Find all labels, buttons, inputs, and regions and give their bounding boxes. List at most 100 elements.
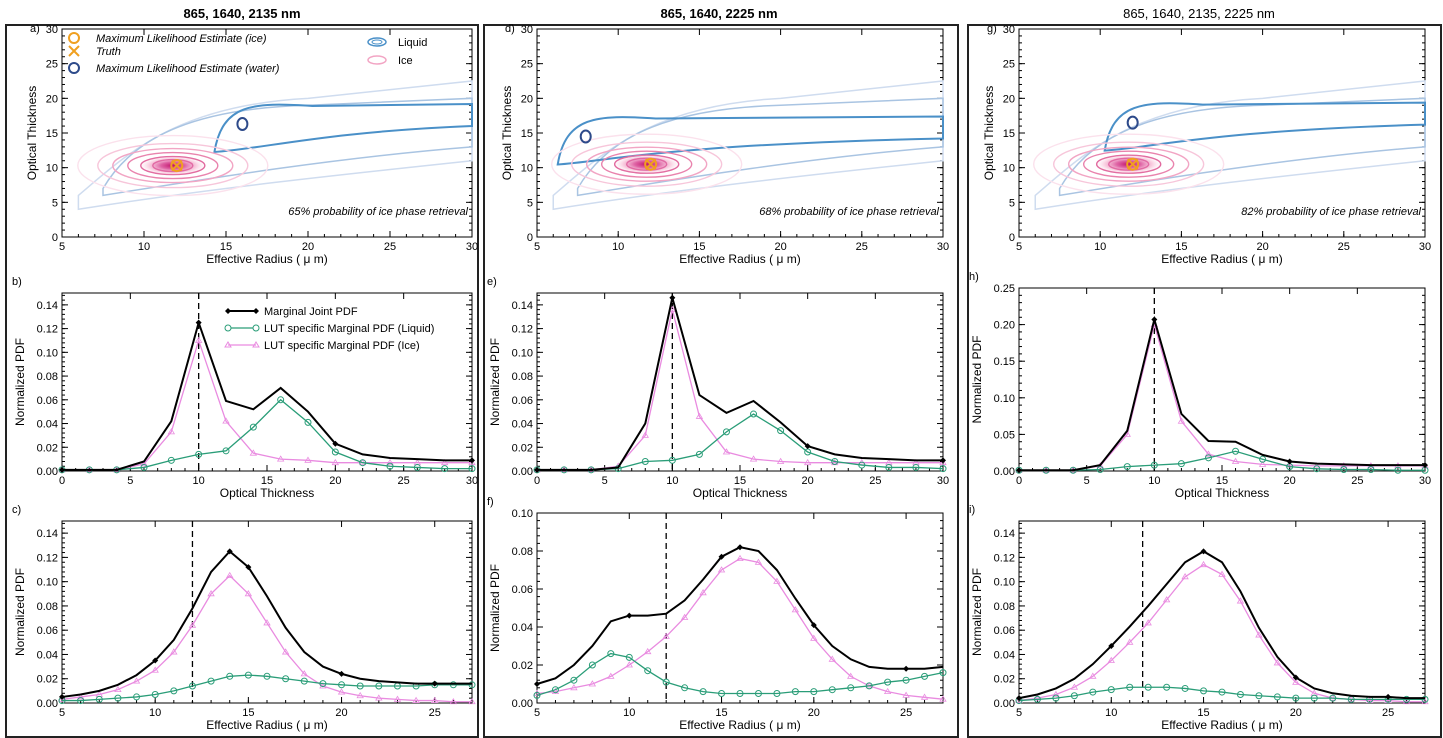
y-tick-label: 0.08 <box>37 601 58 613</box>
liquid-pdf-point <box>662 678 670 686</box>
ice-pdf-point <box>304 456 312 463</box>
y-tick-label: 5 <box>52 197 58 209</box>
ice-pdf-point <box>1236 597 1245 604</box>
ice-contour-0 <box>1032 133 1225 195</box>
x-axis-label: Optical Thickness <box>220 486 314 500</box>
liquid-pdf-line <box>62 398 472 471</box>
y-tick-label: 0.00 <box>37 466 58 478</box>
liquid-pdf-point <box>1232 447 1240 455</box>
x-tick-label: 25 <box>429 707 441 719</box>
panel-label: b) <box>12 276 22 288</box>
y-tick-label: 0.10 <box>37 577 58 589</box>
x-tick-label: 10 <box>149 707 161 719</box>
joint-pdf-point <box>152 657 159 664</box>
ice-pdf-point <box>1181 573 1189 580</box>
joint-pdf-point <box>940 457 946 464</box>
ice-contour-3 <box>1082 150 1175 178</box>
liquid-pdf-point <box>865 682 873 690</box>
ice-pdf-point <box>449 698 458 705</box>
y-tick-label: 0.08 <box>994 601 1015 613</box>
liquid-pdf-line <box>537 413 944 471</box>
liquid-pdf-point <box>133 693 141 701</box>
liquid-pdf-point <box>884 678 892 686</box>
truth-marker <box>171 159 183 172</box>
liquid-pdf-point <box>722 428 730 436</box>
x-tick-label: 15 <box>734 475 746 487</box>
y-tick-label: 15 <box>521 128 533 140</box>
y-tick-label: 5 <box>527 197 533 209</box>
ice-pdf-point <box>249 449 258 456</box>
legend-mle-water-symbol <box>68 62 80 74</box>
y-tick-label: 0.10 <box>994 577 1015 589</box>
liquid-pdf-point <box>331 448 339 456</box>
liquid-pdf-point <box>277 396 285 404</box>
liquid-pdf-point <box>441 465 449 473</box>
x-tick-label: 10 <box>1094 241 1106 253</box>
ice-pdf-point <box>1218 570 1226 577</box>
x-tick-label: 5 <box>1016 707 1022 719</box>
ice-pdf-point <box>939 695 947 702</box>
joint-pdf-point <box>718 553 725 560</box>
ice-pdf-point <box>331 458 340 466</box>
liquid-pdf-point <box>1421 695 1429 703</box>
y-tick-label: 0.12 <box>512 324 533 336</box>
column-frame-3 <box>967 24 1442 738</box>
ice-pdf-point <box>1126 638 1134 645</box>
y-tick-label: 0.08 <box>37 371 58 383</box>
y-tick-label: 0.00 <box>994 466 1015 478</box>
x-tick-label: 5 <box>1084 475 1090 487</box>
joint-pdf-point <box>534 681 540 687</box>
ice-pdf-point <box>263 619 271 626</box>
x-tick-label: 25 <box>869 475 881 487</box>
ice-pdf-point <box>1258 460 1267 467</box>
y-tick-label: 25 <box>521 59 533 71</box>
liquid-pdf-point <box>939 669 947 677</box>
joint-pdf-point <box>226 548 233 555</box>
x-tick-label: 30 <box>1419 475 1431 487</box>
liquid-contour-core <box>556 115 944 166</box>
joint-pdf-point <box>1108 642 1115 649</box>
legend-liquid-label: Liquid <box>398 37 427 49</box>
y-tick-label: 15 <box>1003 128 1015 140</box>
liquid-pdf-point <box>226 672 234 680</box>
ice-pdf-point <box>1402 698 1411 705</box>
liquid-pdf-line <box>1019 450 1425 471</box>
liquid-pdf-point <box>625 653 633 661</box>
liquid-pdf-point <box>468 465 476 473</box>
legend-ice-label: Ice <box>398 55 413 67</box>
ice-pdf-point <box>588 680 597 687</box>
liquid-pdf-point <box>1367 466 1375 474</box>
y-axis-label: Normalized PDF <box>488 338 502 426</box>
liquid-pdf-point <box>885 463 893 471</box>
x-axis-label: Effective Radius ( μ m) <box>1161 718 1282 732</box>
x-tick-label: 25 <box>1382 707 1394 719</box>
panel-label: i) <box>969 504 975 516</box>
mle-ice-marker <box>644 157 658 171</box>
plot-frame-mid2 <box>1018 287 1426 472</box>
y-tick-label: 10 <box>46 163 58 175</box>
ice-pdf-point <box>754 558 763 565</box>
x-tick-label: 20 <box>774 241 786 253</box>
x-tick-label: 10 <box>193 475 205 487</box>
liquid-pdf-point <box>1052 694 1060 702</box>
joint-pdf-point <box>431 680 438 687</box>
ice-pdf-point <box>207 590 215 597</box>
x-tick-label: 20 <box>329 475 341 487</box>
y-axis-label: Normalized PDF <box>13 568 27 656</box>
y-tick-label: 0.20 <box>994 320 1015 332</box>
y-tick-label: 0 <box>52 232 58 244</box>
panel-label: h) <box>969 271 979 283</box>
mle-water-marker <box>1126 115 1139 130</box>
liquid-pdf-point <box>1340 466 1348 474</box>
x-tick-label: 15 <box>1175 241 1187 253</box>
liquid-pdf-point <box>1218 688 1226 696</box>
column-title-2: 865, 1640, 2225 nm <box>660 6 778 21</box>
liquid-pdf-point <box>533 691 541 699</box>
liquid-pdf-point <box>858 461 866 469</box>
ice-pdf-point <box>151 666 159 673</box>
ice-contour-3 <box>600 150 693 178</box>
x-tick-label: 15 <box>242 707 254 719</box>
y-tick-label: 0.00 <box>512 698 533 710</box>
y-tick-label: 0.06 <box>512 584 533 596</box>
y-tick-label: 0.02 <box>512 660 533 672</box>
